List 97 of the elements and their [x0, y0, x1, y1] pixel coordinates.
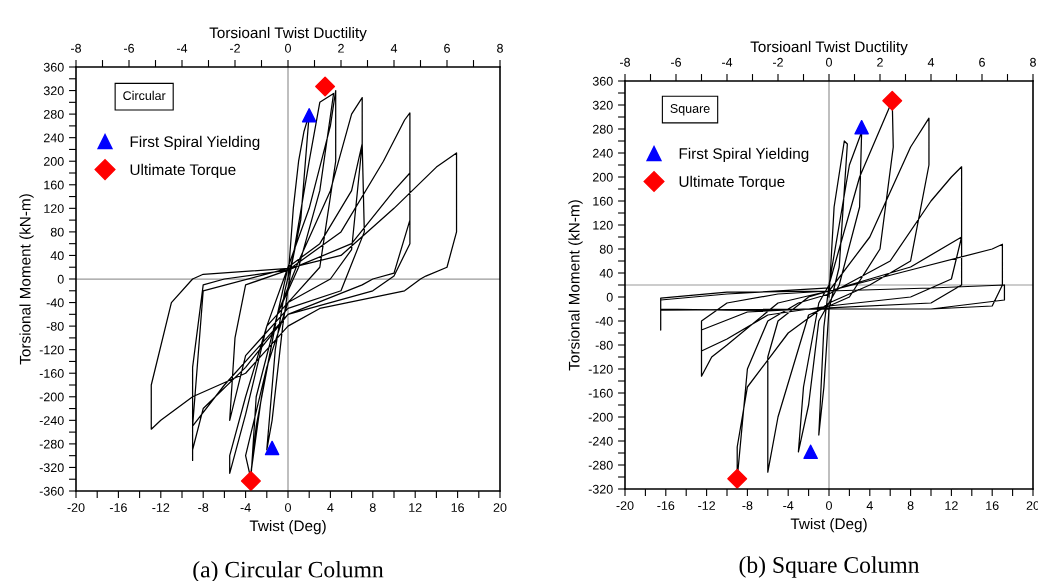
y-tick-label: -160 — [588, 388, 613, 398]
y-tick-label: -280 — [588, 460, 613, 470]
legend-label: Ultimate Torque — [679, 175, 785, 191]
x-tick-label: 8 — [907, 501, 914, 510]
y-tick-label: -120 — [588, 364, 613, 374]
y-tick-label: 160 — [44, 180, 64, 190]
y-tick-label: 0 — [57, 274, 64, 284]
x2-tick-label: 8 — [497, 43, 503, 53]
x-tick-label: 16 — [451, 503, 464, 512]
x2-axis-title: Torsioanl Twist Ductility — [209, 26, 367, 42]
y-tick-label: 320 — [592, 100, 613, 110]
y-tick-label: -320 — [588, 484, 613, 494]
x-tick-label: 20 — [493, 503, 507, 512]
x-tick-label: -4 — [240, 503, 251, 512]
y-tick-label: -200 — [588, 412, 613, 422]
y-tick-label: -280 — [39, 439, 64, 449]
x2-tick-label: -8 — [71, 43, 82, 53]
x2-tick-label: -4 — [722, 58, 733, 67]
y-tick-label: 280 — [592, 124, 613, 134]
x-tick-label: 0 — [826, 501, 832, 510]
x-tick-label: -16 — [109, 503, 127, 512]
point — [854, 119, 869, 135]
y-tick-label: -120 — [39, 345, 64, 355]
y-tick-label: -240 — [39, 416, 64, 425]
annotation: Circular — [123, 90, 166, 101]
y-tick-label: -40 — [46, 298, 64, 308]
y-tick-label: 40 — [599, 268, 613, 278]
x2-tick-label: -2 — [773, 57, 783, 67]
x2-tick-label: -6 — [124, 43, 135, 53]
x2-axis-title: Torsioanl Twist Ductility — [750, 40, 908, 56]
y-tick-label: 80 — [50, 227, 64, 237]
point — [240, 470, 261, 492]
x-tick-label: 16 — [986, 501, 999, 510]
y-tick-label: 240 — [43, 133, 64, 143]
x-tick-label: 12 — [945, 501, 958, 510]
x-tick-label: -20 — [67, 503, 85, 512]
y-tick-label: 160 — [593, 196, 613, 206]
y-axis-title: Torsional Moment (kN-m) — [19, 194, 34, 365]
x2-tick-label: 6 — [979, 57, 985, 67]
text: (b) Square Column — [739, 556, 920, 578]
point — [882, 90, 903, 111]
y-tick-label: -160 — [39, 369, 64, 378]
x2-tick-label: -8 — [620, 57, 631, 67]
point — [315, 76, 336, 97]
x-tick-label: -12 — [152, 503, 170, 512]
legend-label: First Spiral Yielding — [130, 135, 260, 151]
y-tick-label: 360 — [43, 62, 64, 72]
point — [301, 108, 317, 123]
x2-tick-label: -2 — [230, 43, 240, 53]
point — [264, 440, 280, 456]
y-tick-label: 40 — [50, 251, 64, 261]
y-tick-label: -80 — [46, 321, 64, 331]
x2-tick-label: 2 — [338, 43, 344, 53]
y-tick-label: 200 — [592, 172, 613, 182]
x-tick-label: -4 — [783, 501, 794, 510]
y-tick-label: 120 — [44, 204, 64, 213]
y-tick-label: 240 — [592, 148, 613, 158]
y-tick-label: 120 — [593, 220, 613, 230]
x-axis-title: Twist (Deg) — [790, 518, 867, 533]
y-tick-label: -80 — [595, 340, 613, 350]
y-tick-label: 360 — [592, 76, 613, 86]
x-axis-title: Twist (Deg) — [249, 520, 326, 535]
x-tick-label: -16 — [657, 501, 675, 510]
y-tick-label: 0 — [606, 292, 613, 302]
x2-tick-label: 6 — [444, 43, 450, 53]
x-tick-label: 8 — [369, 503, 376, 512]
x2-tick-label: 8 — [1030, 57, 1036, 67]
x2-tick-label: 4 — [927, 58, 935, 67]
x-tick-label: 12 — [409, 503, 422, 512]
x-tick-label: 4 — [327, 503, 334, 512]
y-tick-label: -200 — [39, 392, 64, 402]
x2-tick-label: 0 — [826, 57, 832, 67]
x-tick-label: -8 — [742, 501, 753, 510]
y-tick-label: 280 — [43, 109, 64, 119]
y-tick-label: -320 — [39, 463, 64, 473]
legend-label: Ultimate Torque — [130, 163, 236, 179]
x-tick-label: -20 — [616, 501, 634, 510]
x-tick-label: 0 — [285, 503, 291, 512]
point — [803, 444, 818, 460]
x-tick-label: -12 — [698, 501, 716, 510]
y-tick-label: -40 — [595, 316, 613, 326]
y-axis-title: Torsional Moment (kN-m) — [568, 200, 583, 371]
point — [727, 468, 748, 489]
x-tick-label: -8 — [198, 503, 209, 512]
y-tick-label: -240 — [588, 436, 613, 446]
y-tick-label: 320 — [43, 86, 64, 96]
x-tick-label: 4 — [866, 501, 873, 510]
legend-label: First Spiral Yielding — [679, 147, 809, 163]
y-tick-label: -360 — [39, 486, 64, 496]
x2-tick-label: 0 — [285, 43, 291, 53]
x2-tick-label: 4 — [390, 44, 398, 53]
y-tick-label: 200 — [43, 157, 64, 166]
x2-tick-label: 2 — [877, 57, 883, 67]
y-tick-label: 80 — [599, 244, 613, 254]
x2-tick-label: -4 — [177, 44, 188, 53]
x2-tick-label: -6 — [671, 57, 682, 67]
annotation: Square — [670, 104, 710, 116]
